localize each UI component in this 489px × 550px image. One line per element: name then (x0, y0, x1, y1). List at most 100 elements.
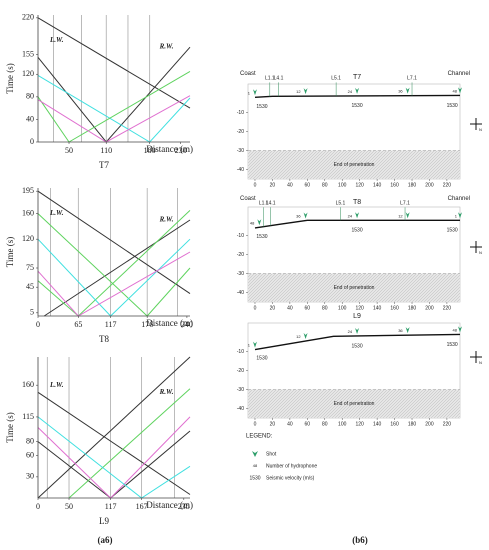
travel-time-line (37, 356, 191, 499)
travel-time-line (43, 219, 191, 317)
channel-label: Channel (448, 71, 470, 77)
x-tick-label: 160 (390, 182, 399, 188)
x-tick-label: 140 (373, 305, 382, 311)
velocity-label: 1530 (351, 228, 362, 234)
velocity-label: 1530 (447, 228, 458, 234)
legend-hydrophone-symbol: 48 (253, 463, 258, 468)
velocity-label: 1530 (351, 343, 362, 349)
velocity-label: 1530 (256, 234, 267, 240)
y-tick-label: 60 (26, 451, 34, 460)
y-axis-label: Time (s) (5, 63, 15, 93)
legend-hydrophone: Number of hydrophone (266, 463, 317, 469)
x-tick-label: 120 (355, 182, 364, 188)
x-tick-label: 120 (355, 305, 364, 311)
x-tick-label: 40 (287, 305, 293, 311)
x-tick-label: 220 (443, 421, 452, 427)
x-tick-label: 65 (74, 320, 82, 329)
y-tick-label: -20 (237, 129, 244, 135)
y-axis-label: Time (s) (5, 412, 15, 442)
y-tick-label: 30 (26, 472, 34, 481)
x-tick-label: 220 (443, 182, 452, 188)
legend-velocity: Seismic velocity (m/s) (266, 475, 315, 481)
y-tick-label: 120 (22, 69, 34, 78)
crossing-label: L7.1 (400, 201, 410, 207)
x-tick-label: 160 (390, 421, 399, 427)
compass (470, 241, 482, 253)
x-tick-label: 20 (270, 421, 276, 427)
shot-marker (303, 333, 308, 340)
x-tick-label: 60 (305, 182, 311, 188)
caption-a: (a6) (98, 535, 113, 545)
velocity-label: 1530 (447, 342, 458, 348)
y-tick-label: 160 (22, 208, 34, 217)
caption-b: (b6) (352, 535, 368, 545)
x-tick-label: 176 (141, 320, 153, 329)
penetration-zone (248, 150, 460, 179)
travel-time-line (37, 95, 191, 143)
crossing-label: L4.1 (274, 76, 284, 82)
y-tick-label: -40 (237, 167, 244, 173)
travel-time-line (37, 430, 191, 499)
seabed-profile (254, 219, 460, 229)
y-tick-label: -10 (237, 110, 244, 116)
annotation: L.W. (49, 381, 64, 389)
shot-marker (405, 87, 410, 94)
y-tick-label: -20 (237, 252, 244, 258)
compass-label: N (479, 127, 482, 132)
y-tick-label: 155 (22, 49, 34, 58)
penetration-label: End of penetration (334, 285, 375, 291)
compass (470, 118, 482, 130)
y-tick-label: 45 (26, 282, 34, 291)
hydrophone-label: 1 (248, 90, 251, 95)
shot-marker (252, 341, 257, 348)
x-tick-label: 235 (178, 502, 190, 511)
x-tick-label: 180 (408, 305, 417, 311)
y-tick-label: -30 (237, 387, 244, 393)
x-tick-label: 140 (373, 421, 382, 427)
y-tick-label: -40 (237, 290, 244, 296)
x-tick-label: 100 (338, 421, 347, 427)
x-tick-label: 200 (425, 421, 434, 427)
compass-label: N (479, 360, 482, 365)
penetration-label: End of penetration (334, 401, 375, 407)
x-tick-label: 0 (254, 182, 257, 188)
shot-marker (355, 212, 360, 219)
travel-time-line (37, 70, 191, 143)
chart-title: T7 (99, 160, 109, 170)
shot-marker (458, 212, 462, 219)
velocity-label: 1530 (447, 103, 458, 109)
x-tick-label: 0 (254, 421, 257, 427)
crossing-label: L1.1 (265, 76, 275, 82)
coast-label: Coast (240, 71, 256, 77)
shot-marker (405, 327, 410, 334)
hydrophone-label: 36 (296, 214, 301, 219)
annotation: R.W. (159, 388, 174, 396)
shot-marker (458, 87, 462, 94)
y-tick-label: 75 (26, 263, 34, 272)
x-tick-label: 0 (36, 502, 40, 511)
x-tick-label: 80 (322, 182, 328, 188)
x-tick-label: 160 (390, 305, 399, 311)
x-tick-label: 60 (305, 305, 311, 311)
x-tick-label: 220 (443, 305, 452, 311)
y-tick-label: 40 (26, 114, 34, 123)
annotation: R.W. (159, 42, 174, 50)
hydrophone-label: 24 (348, 329, 353, 334)
shot-marker (252, 89, 257, 96)
x-tick-label: 20 (270, 182, 276, 188)
compass (470, 351, 482, 363)
crossing-label: L5.1 (331, 76, 341, 82)
hydrophone-label: 12 (398, 213, 403, 218)
x-tick-label: 100 (338, 305, 347, 311)
section-title: T7 (353, 74, 361, 81)
hydrophone-label: 24 (348, 213, 353, 218)
y-tick-label: 120 (22, 234, 34, 243)
x-tick-label: 40 (287, 421, 293, 427)
x-axis-label: Distance (m) (146, 318, 193, 328)
y-tick-label: -30 (237, 271, 244, 277)
x-axis-label: Distance (m) (146, 144, 193, 154)
x-tick-label: 140 (373, 182, 382, 188)
x-tick-label: 50 (65, 146, 73, 155)
chart-title: T8 (99, 334, 109, 344)
y-tick-label: 115 (22, 412, 34, 421)
